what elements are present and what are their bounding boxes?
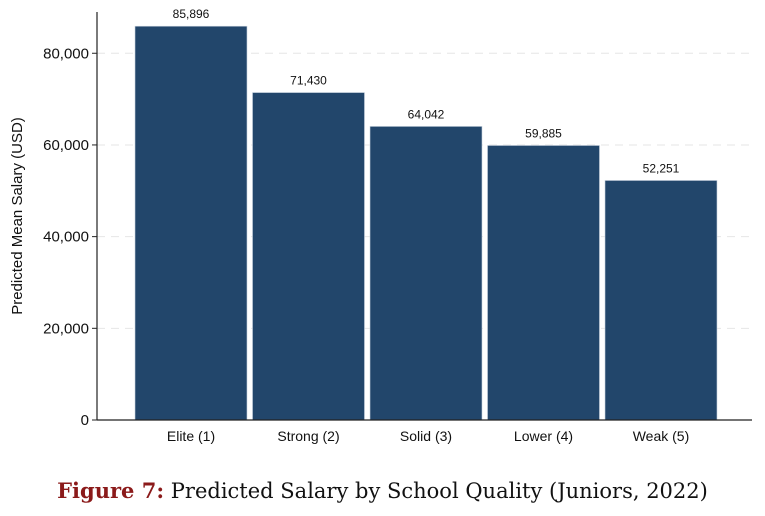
x-tick-label: Weak (5) (633, 428, 690, 444)
y-tick-label: 80,000 (43, 45, 89, 62)
bar-value-label: 59,885 (525, 126, 562, 140)
caption-label: Figure 7: (57, 478, 165, 503)
bar-value-label: 85,896 (173, 7, 210, 21)
bar-3 (369, 126, 483, 421)
bar-5 (604, 180, 718, 421)
caption-text: Predicted Salary by School Quality (Juni… (170, 479, 708, 503)
bar-value-label: 52,251 (643, 161, 680, 175)
bar-2 (252, 92, 365, 421)
y-axis-label: Predicted Mean Salary (USD) (9, 117, 26, 315)
bar-value-label: 64,042 (408, 107, 445, 121)
y-tick-label: 40,000 (43, 229, 89, 246)
figure-caption: Figure 7: Predicted Salary by School Qua… (0, 478, 765, 503)
bars: 85,896 71,430 64,042 59,885 52,251 (134, 7, 718, 421)
y-tick-label: 20,000 (43, 320, 89, 337)
x-tick-label: Solid (3) (400, 428, 452, 444)
bar-value-label: 71,430 (290, 74, 327, 88)
y-tick-label: 0 (81, 412, 89, 429)
x-tick-label: Lower (4) (514, 428, 573, 444)
bar-4 (487, 145, 600, 421)
x-tick-label: Elite (1) (167, 428, 215, 444)
bar-1 (134, 25, 248, 421)
axes: 0 20,000 40,000 60,000 80,000 Elite (1) Strong… (43, 12, 752, 444)
y-tick-label: 60,000 (43, 137, 89, 154)
x-tick-label: Strong (2) (277, 428, 339, 444)
